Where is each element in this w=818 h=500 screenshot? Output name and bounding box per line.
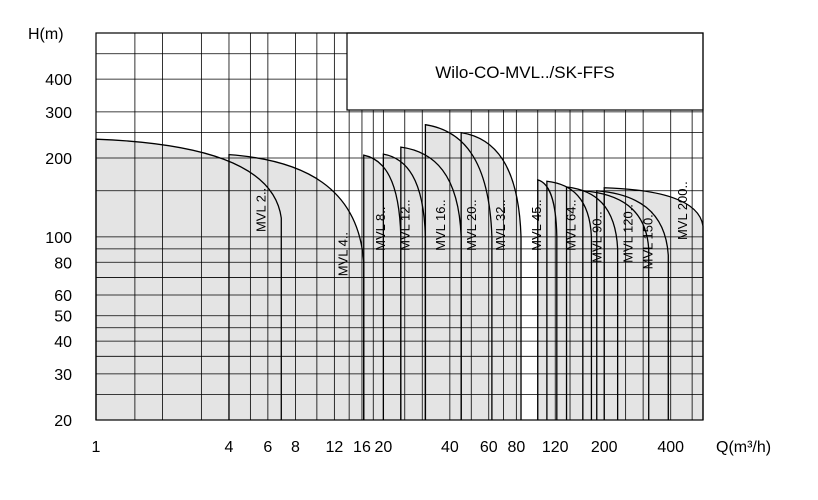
x-tick-label: 6 xyxy=(263,439,272,456)
curve-label: MVL 200.. xyxy=(675,181,690,240)
plot-frame xyxy=(95,32,704,421)
curve-outline xyxy=(546,180,593,420)
curve-outline xyxy=(228,153,365,420)
curve-outline xyxy=(95,138,282,420)
curve-outline xyxy=(460,131,522,420)
x-tick-label: 80 xyxy=(507,439,525,456)
x-tick-labels: 1 4 6 8 12 16 20 40 60 80 120 200 400 xyxy=(92,439,685,456)
y-tick-label: 40 xyxy=(54,334,72,351)
curve-outline xyxy=(582,190,650,420)
y-tick-label: 200 xyxy=(45,151,72,168)
curve-label: MVL 90.. xyxy=(590,211,605,263)
y-tick-label: 20 xyxy=(54,413,72,430)
curve-label: MVL 20.. xyxy=(464,199,479,251)
curve-region-fill xyxy=(228,154,364,420)
curve-label: MVL 2.. xyxy=(253,188,268,232)
curve-outline xyxy=(400,146,462,420)
curve-label: MVL 45.. xyxy=(529,199,544,251)
x-axis-title: Q(m³/h) xyxy=(716,439,771,456)
curve-label: MVL 16.. xyxy=(433,199,448,251)
curve-label: MVL 8.. xyxy=(373,207,388,251)
y-tick-label: 50 xyxy=(54,309,72,326)
curve-outline xyxy=(565,186,619,420)
curve-label: MVL 4.. xyxy=(336,232,351,276)
curve-outlines xyxy=(95,123,704,420)
x-tick-label: 40 xyxy=(441,439,459,456)
y-tick-label: 80 xyxy=(54,255,72,272)
x-tick-label: 20 xyxy=(374,439,392,456)
curve-outline xyxy=(537,179,558,420)
x-tick-label: 16 xyxy=(353,439,371,456)
curve-outline xyxy=(603,187,704,420)
x-tick-label: 120 xyxy=(542,439,569,456)
x-tick-label: 400 xyxy=(657,439,684,456)
curve-labels: MVL 2.. MVL 4.. MVL 8.. MVL 12.. MVL 16.. MVL… xyxy=(253,181,690,276)
chart-title: Wilo-CO-MVL../SK-FFS xyxy=(435,63,614,82)
y-tick-label: 30 xyxy=(54,367,72,384)
x-tick-label: 4 xyxy=(225,439,234,456)
x-tick-label: 12 xyxy=(325,439,343,456)
y-tick-label: 100 xyxy=(45,230,72,247)
x-tick-label: 60 xyxy=(480,439,498,456)
chart-title-box xyxy=(346,32,704,111)
x-tick-label: 8 xyxy=(291,439,300,456)
curve-outline xyxy=(596,190,669,420)
curve-region-fill xyxy=(461,132,522,420)
y-tick-label: 60 xyxy=(54,288,72,305)
x-tick-label: 1 xyxy=(92,439,101,456)
curve-label: MVL 150.. xyxy=(640,211,655,270)
curve-regions xyxy=(96,124,703,421)
y-tick-labels: 20 30 40 50 60 80 100 200 300 400 xyxy=(45,72,72,430)
y-axis-title: H(m) xyxy=(28,26,64,43)
y-tick-label: 400 xyxy=(45,72,72,89)
curve-label: MVL 32.. xyxy=(493,199,508,251)
y-tick-label: 300 xyxy=(45,105,72,122)
curve-label: MVL 12.. xyxy=(397,199,412,251)
x-tick-label: 200 xyxy=(591,439,618,456)
curve-outline xyxy=(424,123,493,420)
curve-label: MVL 64.. xyxy=(563,199,578,251)
curve-label: MVL 120.. xyxy=(621,204,636,263)
curve-region-fill xyxy=(604,187,703,420)
